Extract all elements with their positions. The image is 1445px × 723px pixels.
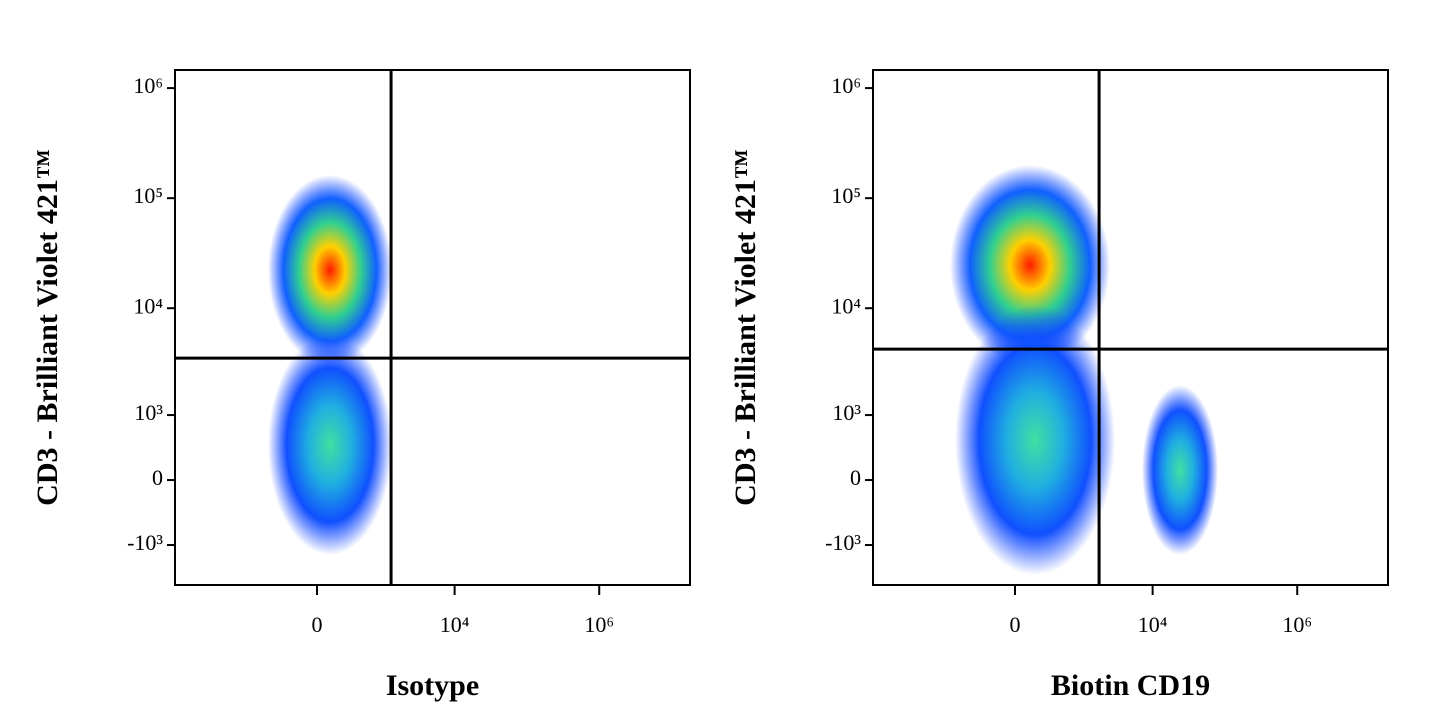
y-tick-label: 10⁴ — [831, 293, 861, 318]
x-tick-label: 0 — [1010, 612, 1021, 637]
x-tick-label: 0 — [312, 612, 323, 637]
y-tick-label: 0 — [152, 465, 163, 490]
cell-density — [268, 165, 1218, 575]
y-axis-label: CD3 - Brilliant Violet 421™ — [729, 149, 762, 506]
y-tick-label: -10³ — [127, 530, 163, 555]
x-tick-label: 10⁶ — [1282, 612, 1312, 637]
y-tick-label: 10³ — [832, 400, 861, 425]
x-tick-label: 10⁴ — [1138, 612, 1168, 637]
y-tick-label: 10⁵ — [831, 183, 861, 208]
y-axis-label: CD3 - Brilliant Violet 421™ — [31, 149, 64, 506]
x-axis-label: Biotin CD19 — [1051, 669, 1210, 702]
x-tick-label: 10⁶ — [584, 612, 614, 637]
plot-frame — [174, 69, 691, 586]
y-tick-label: 10⁵ — [133, 183, 163, 208]
y-tick-label: 10⁴ — [133, 293, 163, 318]
x-tick-label: 10⁴ — [440, 612, 470, 637]
x-axis-label: Isotype — [386, 669, 479, 702]
plot-frame — [872, 69, 1389, 586]
y-tick-label: 0 — [850, 465, 861, 490]
y-tick-label: -10³ — [825, 530, 861, 555]
y-tick-label: 10⁶ — [133, 73, 163, 98]
y-tick-label: 10³ — [134, 400, 163, 425]
y-tick-label: 10⁶ — [831, 73, 861, 98]
